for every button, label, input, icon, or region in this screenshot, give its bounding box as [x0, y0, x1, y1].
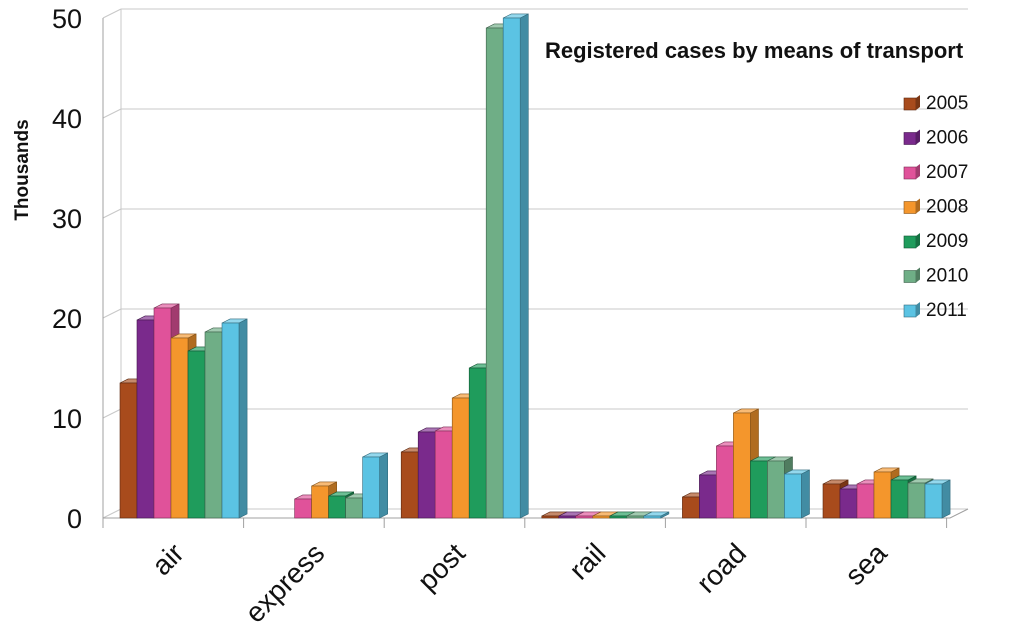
legend-label: 2006 [926, 128, 968, 149]
chart-title: Registered cases by means of transport [545, 38, 964, 63]
grid-lines [102, 8, 968, 519]
legend-item: 2011 [903, 300, 967, 321]
gridline-depth [102, 208, 122, 219]
gridline-depth [102, 108, 122, 119]
category-label: post [412, 537, 471, 596]
legend-swatch [903, 97, 917, 111]
y-tick-labels: 0 10 20 30 40 50 [52, 4, 82, 534]
legend-label: 2011 [926, 300, 967, 321]
legend-swatch [903, 132, 917, 145]
y-tick-label: 10 [52, 404, 82, 434]
category-label: sea [839, 537, 893, 591]
legend-item: 2009 [903, 231, 968, 252]
legend-label: 2010 [926, 266, 968, 287]
bar [924, 479, 951, 519]
floor-edge [103, 508, 969, 519]
bar [643, 511, 670, 519]
bar [362, 452, 389, 519]
bar [221, 318, 248, 519]
gridline-depth [102, 508, 122, 519]
legend-label: 2005 [926, 93, 968, 114]
gridline-depth [102, 408, 122, 419]
y-tick-label: 40 [52, 104, 82, 134]
y-tick-label: 20 [52, 304, 82, 334]
legend-swatch [903, 166, 917, 180]
legend-item: 2006 [903, 128, 968, 149]
category-label: air [146, 537, 190, 581]
bar [502, 13, 529, 519]
legend-item: 2005 [903, 93, 968, 114]
category-label: road [691, 537, 753, 599]
category-labels: air express post rail road sea [146, 537, 893, 629]
legend-label: 2007 [926, 162, 968, 183]
legend-item: 2008 [903, 197, 968, 218]
y-tick-label: 30 [52, 204, 82, 234]
category-label: express [239, 537, 330, 628]
category-label: rail [563, 537, 611, 585]
legend-label: 2009 [926, 231, 968, 252]
legend-swatch [903, 235, 917, 249]
legend-item: 2007 [903, 162, 968, 183]
legend-swatch [903, 304, 917, 318]
y-tick-label: 0 [67, 504, 82, 534]
legend: 2005 2006 2007 2008 2009 2010 2011 [903, 93, 968, 321]
legend-label: 2008 [926, 197, 968, 218]
legend-swatch [903, 270, 917, 283]
legend-item: 2010 [903, 266, 968, 287]
y-axis-label: Thousands [12, 119, 33, 220]
gridline-depth [102, 8, 122, 19]
bar [784, 469, 810, 519]
legend-swatch [903, 201, 917, 214]
gridline-depth [102, 308, 122, 319]
bars [119, 13, 951, 519]
y-tick-label: 50 [52, 4, 82, 34]
